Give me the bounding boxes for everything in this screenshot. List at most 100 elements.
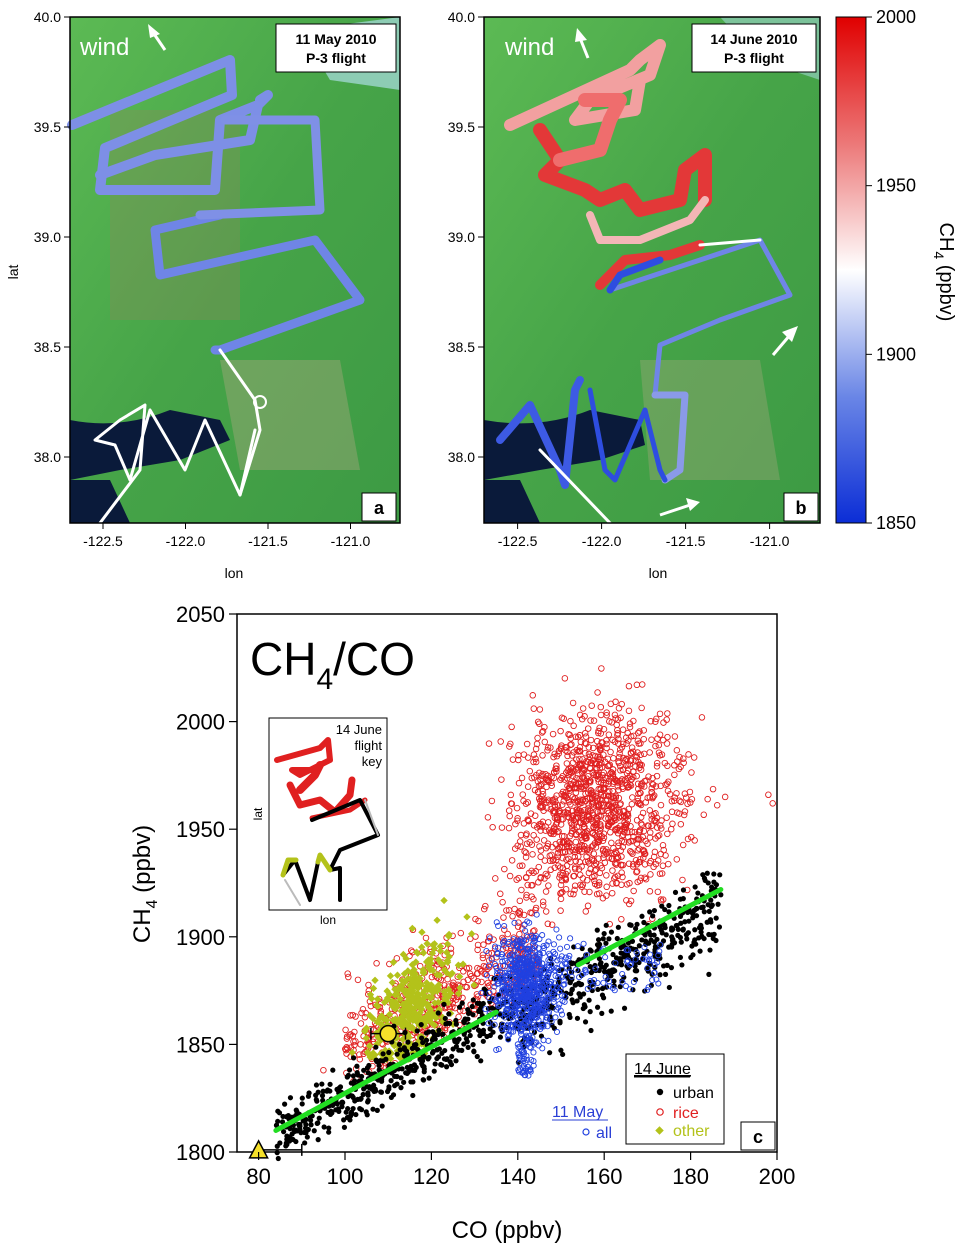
- urban-point: [287, 1095, 294, 1101]
- rice-point: [547, 829, 554, 836]
- urban-point: [421, 1069, 427, 1075]
- rice-point: [649, 793, 657, 801]
- urban-point: [325, 1087, 331, 1093]
- rice-point: [549, 857, 557, 864]
- urban-point: [325, 1109, 331, 1116]
- other-point: [456, 984, 464, 992]
- rice-point: [581, 806, 588, 814]
- rice-point: [641, 874, 649, 881]
- rice-point: [557, 871, 564, 878]
- other-point: [388, 978, 397, 987]
- rice-point: [594, 882, 601, 889]
- rice-point: [532, 755, 539, 762]
- rice-point: [673, 747, 681, 754]
- rice-point: [563, 810, 571, 817]
- rice-point: [625, 682, 633, 690]
- rice-point: [686, 788, 694, 796]
- rice-point: [671, 733, 679, 740]
- rice-point: [594, 772, 602, 779]
- urban-point: [470, 997, 476, 1003]
- urban-point: [715, 901, 721, 907]
- may-point: [606, 978, 613, 985]
- rice-point: [484, 979, 492, 987]
- may-point: [539, 932, 546, 939]
- rice-point: [676, 797, 683, 804]
- rice-point: [643, 777, 650, 784]
- rice-point: [524, 783, 532, 790]
- rice-point: [653, 715, 660, 723]
- rice-point: [357, 1041, 364, 1048]
- rice-point: [618, 837, 626, 845]
- rice-point: [577, 738, 585, 746]
- may-point: [600, 979, 607, 986]
- may-point: [503, 1006, 510, 1014]
- urban-point: [275, 1108, 281, 1114]
- may-point: [532, 934, 539, 942]
- rice-point: [646, 859, 654, 867]
- rice-point: [630, 732, 637, 740]
- urban-point: [316, 1115, 322, 1121]
- may-point: [524, 918, 531, 925]
- rice-point: [478, 978, 485, 986]
- urban-point: [700, 872, 706, 878]
- rice-point: [629, 863, 637, 870]
- rice-point: [640, 854, 647, 861]
- may-point: [584, 985, 591, 992]
- may-point: [500, 985, 508, 992]
- urban-point: [709, 884, 715, 890]
- inset-rice-1: [274, 737, 333, 778]
- rice-point: [566, 731, 573, 739]
- urban-point: [598, 960, 604, 966]
- may-point: [520, 1065, 527, 1072]
- urban-point: [692, 927, 698, 933]
- rice-point: [497, 738, 504, 745]
- inset-ylabel: lat: [251, 807, 265, 820]
- map-a-ytick-label: 40.0: [34, 9, 61, 25]
- urban-point: [340, 1100, 346, 1106]
- rice-point: [496, 963, 504, 970]
- urban-point: [569, 961, 575, 967]
- rice-point: [661, 759, 669, 767]
- may-point: [553, 983, 561, 990]
- rice-point: [635, 740, 643, 747]
- inset-urban-2: [328, 866, 342, 902]
- urban-point: [379, 1103, 385, 1109]
- may-point: [644, 987, 651, 994]
- rice-point: [589, 829, 597, 836]
- rice-point: [550, 753, 557, 761]
- track-a-white-segment: [93, 348, 262, 525]
- urban-point: [431, 1031, 437, 1037]
- urban-point: [303, 1116, 309, 1123]
- rice-point: [673, 856, 681, 863]
- map-b-x-axis: -122.5 -122.0 -121.5 -121.0: [498, 523, 790, 549]
- map-a-ytick-label: 38.0: [34, 449, 61, 465]
- rice-point: [654, 857, 662, 864]
- urban-point: [660, 938, 667, 944]
- urban-point: [487, 1032, 493, 1038]
- other-point: [419, 966, 427, 974]
- other-point: [377, 1012, 386, 1020]
- urban-point: [411, 1062, 418, 1068]
- rice-point: [769, 800, 776, 807]
- track-b-mid-1: [586, 196, 709, 244]
- colorbar-label-main: CH: [935, 223, 956, 252]
- urban-point: [698, 929, 704, 935]
- track-a-white-return: [238, 428, 257, 497]
- inset-title-line3: key: [362, 754, 383, 769]
- urban-point: [380, 1058, 386, 1064]
- rice-point: [595, 855, 602, 862]
- map-a-bay-south: [70, 480, 130, 523]
- rice-point: [579, 705, 587, 712]
- urban-point: [347, 1117, 353, 1123]
- rice-point: [474, 946, 481, 954]
- legend-june-box: [625, 1053, 725, 1145]
- rice-point: [579, 765, 586, 772]
- may-point: [531, 1039, 538, 1046]
- panel-letter-c: c: [753, 1127, 763, 1147]
- rice-point: [561, 849, 569, 856]
- rice-point: [612, 792, 620, 800]
- rice-point: [664, 733, 671, 741]
- may-point: [515, 994, 522, 1001]
- rice-point: [577, 881, 584, 889]
- urban-point: [576, 991, 582, 997]
